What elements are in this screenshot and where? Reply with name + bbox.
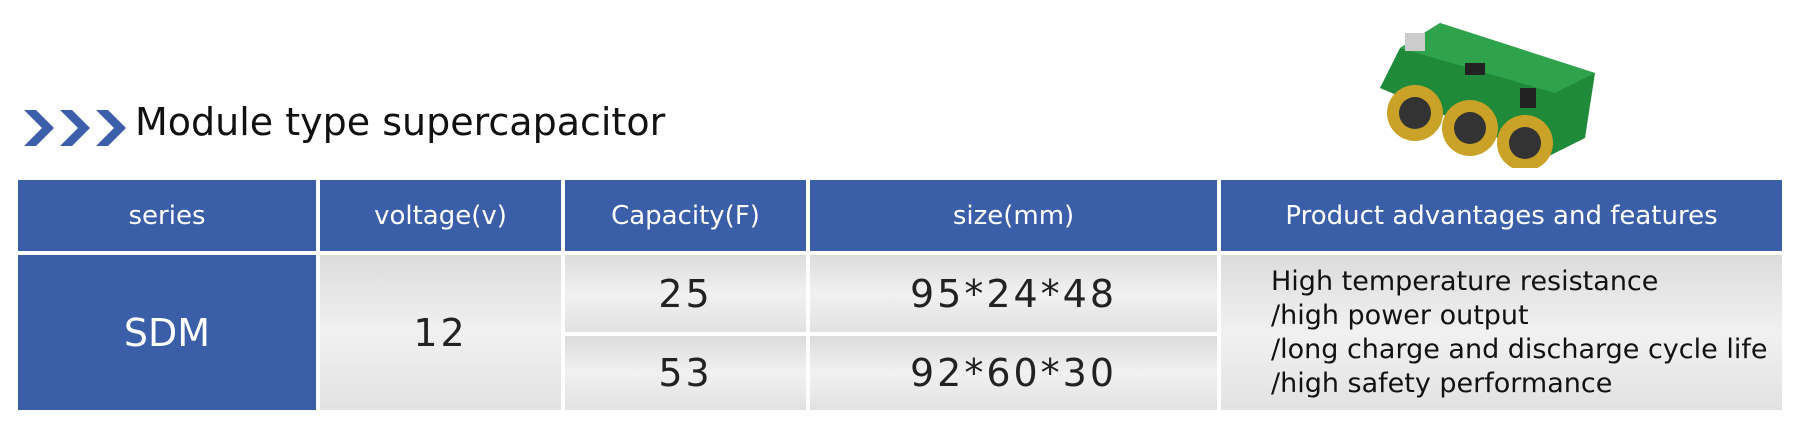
size-cell: 92*60*30 (810, 336, 1217, 410)
section-title: Module type supercapacitor (135, 100, 666, 144)
column-header: Capacity(F) (565, 180, 806, 251)
voltage-cell: 12 (320, 255, 561, 410)
capacity-cell: 25 (565, 255, 806, 332)
size-cell: 95*24*48 (810, 255, 1217, 332)
feature-line: /long charge and discharge cycle life (1271, 333, 1768, 365)
column-header: voltage(v) (320, 180, 561, 251)
product-image (1380, 23, 1595, 168)
column-header: Product advantages and features (1221, 180, 1782, 251)
capacity-cell: 53 (565, 336, 806, 410)
feature-line: /high safety performance (1271, 367, 1613, 399)
features-cell: High temperature resistance /high power … (1221, 255, 1782, 410)
feature-line: High temperature resistance (1271, 265, 1659, 297)
column-header: series (18, 180, 316, 251)
feature-line: /high power output (1271, 299, 1529, 331)
column-header: size(mm) (810, 180, 1217, 251)
series-cell: SDM (18, 255, 316, 410)
chevrons (24, 110, 126, 146)
